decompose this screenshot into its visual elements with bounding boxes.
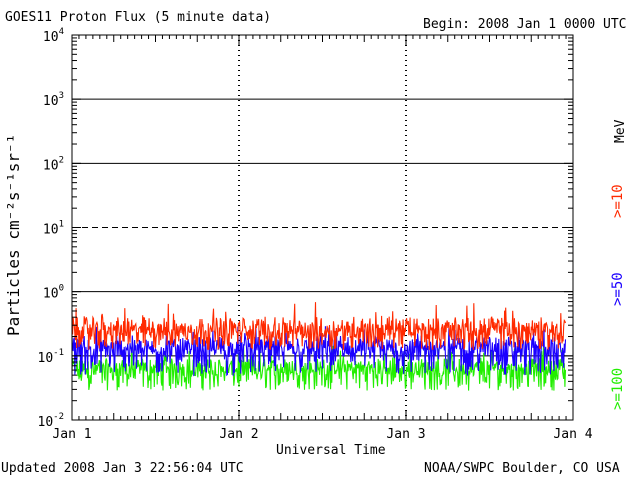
y-tick-label: 104 [43,27,64,45]
begin-time: Begin: 2008 Jan 1 0000 UTC [423,17,627,32]
y-tick-label: 102 [43,155,64,173]
y-tick-label: 100 [43,284,64,302]
y-tick-label: 101 [43,220,64,238]
y-axis-label: Particles cm⁻²s⁻¹sr⁻¹ [4,133,23,336]
series-line-100mev [71,345,567,391]
legend-item-100: >=100 [610,367,626,410]
legend-unit: MeV [613,119,628,143]
x-tick-label: Jan 1 [52,427,91,442]
y-tick-exponent: 4 [59,27,64,37]
x-tick-label: Jan 3 [386,427,425,442]
updated-timestamp: Updated 2008 Jan 3 22:56:04 UTC [1,461,244,476]
x-tick-label: Jan 4 [553,427,592,442]
series-layer [71,302,567,391]
legend-item-10: >=10 [610,184,626,218]
y-tick-exponent: -2 [53,412,64,422]
series-line-10mev [71,302,567,351]
series-line-50mev [71,325,567,377]
x-axis-label: Universal Time [276,443,386,458]
y-tick-exponent: 0 [59,284,64,294]
x-tick-label: Jan 2 [219,427,258,442]
y-tick-label: 10-1 [38,348,65,366]
y-tick-label: 103 [43,91,64,109]
y-tick-exponent: 1 [59,220,64,230]
y-tick-exponent: 3 [59,91,64,101]
y-tick-exponent: 2 [59,155,64,165]
credit: NOAA/SWPC Boulder, CO USA [424,461,620,476]
legend-item-50: >=50 [610,272,626,306]
y-tick-exponent: -1 [53,348,64,358]
chart-title: GOES11 Proton Flux (5 minute data) [5,10,272,25]
